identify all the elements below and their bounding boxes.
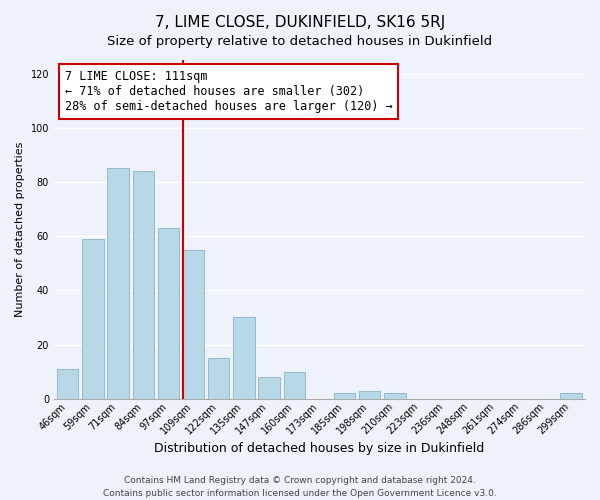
Bar [233,318,254,399]
Bar [560,394,582,399]
Text: 7 LIME CLOSE: 111sqm
← 71% of detached houses are smaller (302)
28% of semi-deta: 7 LIME CLOSE: 111sqm ← 71% of detached h… [65,70,392,113]
Text: Contains HM Land Registry data © Crown copyright and database right 2024.
Contai: Contains HM Land Registry data © Crown c… [103,476,497,498]
Bar [334,394,355,399]
Bar [259,377,280,399]
Bar [57,369,79,399]
Bar [133,171,154,399]
Bar [384,394,406,399]
Bar [107,168,129,399]
Bar [183,250,205,399]
Bar [284,372,305,399]
Bar [82,239,104,399]
Bar [208,358,229,399]
X-axis label: Distribution of detached houses by size in Dukinfield: Distribution of detached houses by size … [154,442,485,455]
Text: 7, LIME CLOSE, DUKINFIELD, SK16 5RJ: 7, LIME CLOSE, DUKINFIELD, SK16 5RJ [155,15,445,30]
Bar [359,390,380,399]
Y-axis label: Number of detached properties: Number of detached properties [15,142,25,317]
Bar [158,228,179,399]
Text: Size of property relative to detached houses in Dukinfield: Size of property relative to detached ho… [107,35,493,48]
